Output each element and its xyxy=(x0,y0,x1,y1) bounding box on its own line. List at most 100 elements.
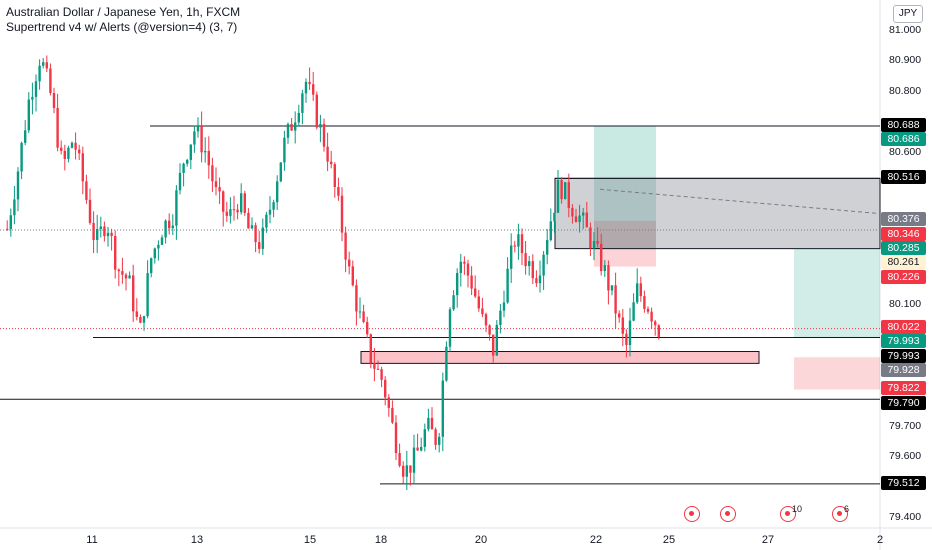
candle-body xyxy=(445,346,448,381)
candle-body xyxy=(391,407,394,423)
candle-body xyxy=(142,316,146,323)
candle-body xyxy=(110,232,113,236)
candle-body xyxy=(70,142,74,148)
price-badge: 80.686 xyxy=(881,132,926,146)
candle-body xyxy=(45,62,48,69)
alert-marker-icon[interactable] xyxy=(684,506,700,522)
candle-body xyxy=(160,237,164,245)
candle-body xyxy=(135,311,138,317)
candle-body xyxy=(495,324,498,356)
candle-body xyxy=(492,334,495,356)
candle-body xyxy=(42,62,45,66)
candle-body xyxy=(466,263,470,276)
candle-body xyxy=(308,81,311,85)
candle-body xyxy=(405,465,408,477)
candle-body xyxy=(520,234,524,254)
candle-body xyxy=(178,172,182,191)
candle-body xyxy=(348,259,351,267)
candle-body xyxy=(578,215,581,223)
candle-body xyxy=(592,240,596,249)
candle-body xyxy=(250,225,254,229)
candle-body xyxy=(560,180,563,200)
x-tick-label: 18 xyxy=(374,534,388,546)
candle-body xyxy=(387,397,390,408)
candle-body xyxy=(153,248,156,259)
candle-body xyxy=(286,123,290,138)
price-badge: 80.516 xyxy=(881,170,926,184)
price-badge: 80.688 xyxy=(881,118,926,132)
currency-badge[interactable]: JPY xyxy=(893,5,923,23)
candle-body xyxy=(193,131,196,145)
trend-line xyxy=(599,188,881,215)
candle-body xyxy=(423,429,426,447)
price-badge: 79.928 xyxy=(881,363,926,377)
candle-body xyxy=(218,187,221,192)
candle-body xyxy=(625,333,628,346)
candle-body xyxy=(650,311,653,322)
candle-body xyxy=(420,446,423,451)
y-tick-label: 80.800 xyxy=(889,84,922,97)
candle-body xyxy=(632,302,635,321)
candle-body xyxy=(132,275,135,312)
candle-body xyxy=(52,93,56,108)
candle-body xyxy=(643,296,646,309)
candle-body xyxy=(456,273,459,296)
y-tick-label: 79.600 xyxy=(889,450,922,463)
candle-body xyxy=(88,199,92,223)
candle-body xyxy=(434,429,437,445)
candle-body xyxy=(322,123,326,147)
candle-body xyxy=(85,181,88,200)
candle-body xyxy=(463,261,466,264)
y-tick-label: 80.900 xyxy=(889,54,922,67)
candle-body xyxy=(200,125,203,153)
candle-body xyxy=(614,285,617,314)
candle-body xyxy=(654,321,657,326)
candle-body xyxy=(510,245,513,269)
x-tick-label: 25 xyxy=(662,534,676,546)
long-stop-zone xyxy=(594,220,656,267)
candle-body xyxy=(290,123,293,131)
candle-body xyxy=(294,122,297,131)
candle-body xyxy=(128,275,131,279)
candle-body xyxy=(470,275,473,289)
candle-body xyxy=(524,253,527,267)
candle-body xyxy=(571,207,574,217)
candle-body xyxy=(24,130,27,143)
candle-body xyxy=(452,295,455,310)
candle-body xyxy=(27,99,30,131)
candle-body xyxy=(607,265,610,291)
candle-body xyxy=(366,322,369,335)
candle-body xyxy=(222,191,225,212)
candle-body xyxy=(553,212,556,222)
candle-body xyxy=(78,149,81,154)
candle-body xyxy=(657,325,660,338)
alert-marker-icon[interactable] xyxy=(832,506,848,522)
alert-marker-icon[interactable] xyxy=(720,506,736,522)
candle-body xyxy=(362,311,365,323)
candle-body xyxy=(196,125,200,132)
y-tick-label: 79.700 xyxy=(889,419,922,432)
price-badge: 80.261 xyxy=(881,255,926,269)
short-target-zone xyxy=(794,248,880,338)
price-badge: 79.512 xyxy=(881,476,926,490)
candle-body xyxy=(236,209,239,213)
alert-marker-icon[interactable] xyxy=(780,506,796,522)
candle-body xyxy=(340,195,344,233)
candle-body xyxy=(488,325,491,335)
candle-body xyxy=(247,212,250,229)
candle-body xyxy=(603,265,606,272)
candle-body xyxy=(531,261,534,279)
price-badge: 79.993 xyxy=(881,349,926,363)
indicator-label[interactable]: Supertrend v4 w/ Alerts (@version=4) (3,… xyxy=(6,20,238,34)
x-tick-label: 13 xyxy=(190,534,204,546)
candle-body xyxy=(283,137,286,163)
price-badge: 80.022 xyxy=(881,320,926,334)
candle-body xyxy=(402,465,405,477)
candle-body xyxy=(189,144,192,160)
candle-body xyxy=(639,283,642,297)
candle-body xyxy=(373,362,376,369)
candle-body xyxy=(258,242,261,249)
candle-body xyxy=(117,269,120,272)
candle-body xyxy=(229,209,232,216)
